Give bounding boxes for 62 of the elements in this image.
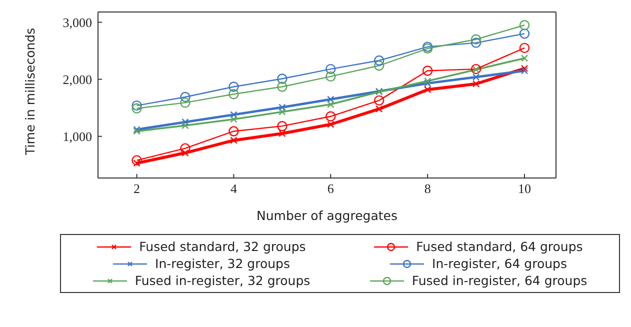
legend-label: In-register, 32 groups bbox=[155, 256, 290, 271]
point bbox=[180, 92, 190, 102]
legend-label: Fused in-register, 32 groups bbox=[134, 273, 310, 288]
y-tick-label: 3,000 bbox=[62, 14, 92, 30]
y-tick-label: 2,000 bbox=[62, 72, 92, 87]
point bbox=[424, 80, 432, 87]
point bbox=[376, 105, 383, 113]
point bbox=[422, 66, 433, 76]
point bbox=[132, 100, 142, 111]
point bbox=[228, 82, 239, 92]
point bbox=[182, 122, 189, 130]
y-axis-title: Time in milliseconds bbox=[22, 28, 38, 156]
point bbox=[230, 111, 238, 118]
point bbox=[519, 28, 530, 39]
x-axis-title: Number of aggregates bbox=[256, 208, 398, 223]
point bbox=[472, 73, 480, 81]
point bbox=[472, 80, 480, 88]
point bbox=[326, 64, 336, 74]
point bbox=[278, 104, 286, 111]
point bbox=[470, 64, 482, 74]
point bbox=[470, 38, 482, 48]
point bbox=[520, 64, 528, 72]
legend-label: In-register, 64 groups bbox=[432, 256, 567, 271]
point bbox=[228, 89, 239, 100]
point bbox=[424, 77, 432, 85]
point bbox=[519, 42, 530, 54]
point bbox=[326, 111, 336, 122]
point bbox=[327, 96, 334, 103]
point bbox=[520, 54, 528, 62]
point bbox=[278, 130, 286, 138]
x-tick-label: 8 bbox=[424, 181, 431, 196]
point bbox=[182, 149, 189, 156]
point bbox=[519, 20, 530, 30]
point bbox=[277, 120, 288, 132]
y-tick-label: 1,000 bbox=[62, 128, 92, 144]
point bbox=[374, 60, 384, 71]
legend-label: Fused standard, 32 groups bbox=[139, 239, 306, 254]
x-tick-label: 4 bbox=[230, 181, 238, 196]
x-tick-label: 2 bbox=[134, 181, 140, 196]
point bbox=[277, 82, 288, 92]
point bbox=[327, 100, 334, 108]
point bbox=[132, 103, 142, 114]
legend-label: Fused in-register, 64 groups bbox=[412, 273, 588, 288]
point bbox=[520, 67, 528, 74]
x-tick-label: 6 bbox=[327, 181, 334, 196]
point bbox=[470, 34, 482, 44]
point bbox=[374, 55, 384, 66]
point bbox=[424, 86, 432, 94]
point bbox=[278, 108, 286, 116]
x-tick-label: 10 bbox=[518, 181, 531, 196]
point bbox=[327, 120, 334, 128]
point bbox=[230, 136, 238, 144]
point bbox=[326, 71, 336, 82]
point bbox=[374, 95, 384, 106]
point bbox=[180, 143, 190, 154]
point bbox=[230, 116, 238, 123]
point bbox=[182, 118, 189, 126]
point bbox=[228, 126, 239, 136]
point bbox=[472, 66, 480, 74]
point bbox=[277, 74, 288, 84]
legend-label: Fused standard, 64 groups bbox=[416, 239, 583, 254]
point bbox=[180, 98, 190, 108]
